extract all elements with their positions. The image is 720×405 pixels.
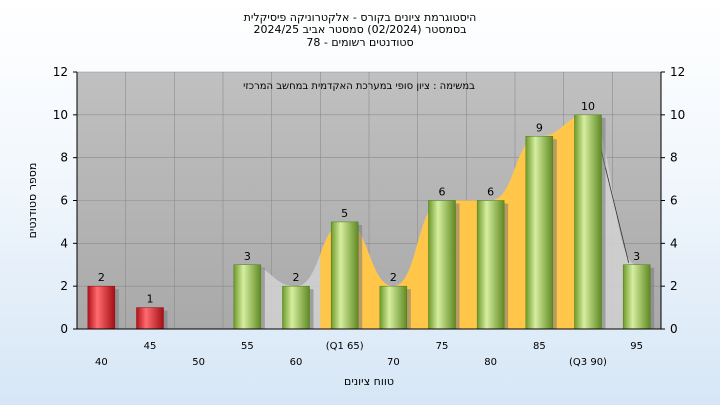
y-tick-label-right: 4 — [670, 236, 678, 250]
y-tick-label-left: 2 — [60, 279, 68, 293]
y-tick-label-right: 6 — [670, 194, 678, 208]
chart-title-line-1: היסטוגרמת ציונים בקורס - אלקטרוניקה פיסי… — [243, 11, 477, 24]
y-tick-label-left: 6 — [60, 194, 68, 208]
x-tick-label: 50 — [192, 357, 205, 368]
chart-title-line-2: בסמסטר (02/2024) סמסטר אביב 2024/25 — [253, 23, 467, 36]
x-tick-label: 80 — [484, 357, 497, 368]
x-tick-label: 85 — [533, 341, 546, 352]
data-label: 2 — [98, 271, 105, 284]
x-tick-label: 95 — [630, 341, 643, 352]
x-tick-label: 55 — [241, 341, 254, 352]
y-tick-label-right: 12 — [670, 65, 685, 79]
bar-(Q1 65) — [330, 221, 359, 330]
data-label: 2 — [390, 271, 397, 284]
data-label: 3 — [633, 250, 640, 263]
x-tick-label: 75 — [436, 341, 449, 352]
y-tick-label-right: 10 — [670, 108, 685, 122]
bar-60 — [282, 285, 310, 330]
bar-40 — [87, 285, 116, 330]
y-tick-label-right: 0 — [670, 322, 678, 336]
data-label: 3 — [244, 250, 251, 263]
y-tick-label-right: 2 — [670, 279, 678, 293]
chart-annotation: במשימה : ציון סופי במערכת האקדמית במחשב … — [243, 81, 475, 92]
data-label: 6 — [439, 186, 446, 199]
bar-80 — [476, 200, 505, 330]
bar-85 — [525, 136, 554, 330]
y-tick-label-left: 12 — [53, 65, 68, 79]
data-label: 1 — [147, 293, 154, 306]
y-tick-label-left: 0 — [60, 322, 68, 336]
y-tick-label-left: 10 — [53, 108, 68, 122]
x-tick-label: (Q1 65) — [326, 341, 364, 352]
data-label: 9 — [536, 121, 543, 134]
y-tick-label-right: 8 — [670, 151, 678, 165]
data-label: 10 — [581, 100, 595, 113]
x-tick-label: 40 — [95, 357, 108, 368]
data-label: 6 — [487, 186, 494, 199]
bar-(Q3 90) — [574, 114, 602, 330]
bar-45 — [136, 307, 164, 330]
x-tick-label: 45 — [144, 341, 157, 352]
bar-95 — [622, 264, 651, 330]
bar-55 — [233, 264, 262, 330]
data-label: 2 — [293, 271, 300, 284]
x-axis-title: טווח ציונים — [344, 375, 394, 388]
x-tick-label: 60 — [290, 357, 303, 368]
y-tick-label-left: 8 — [60, 151, 68, 165]
bar-75 — [428, 200, 456, 330]
y-axis-title: מספר סטודנטים — [26, 163, 39, 239]
x-tick-label: 70 — [387, 357, 400, 368]
x-tick-label: (Q3 90) — [569, 357, 607, 368]
bar-70 — [379, 285, 408, 330]
data-label: 5 — [341, 207, 348, 220]
y-tick-label-left: 4 — [60, 236, 68, 250]
chart-title-line-3: סטודנטים רשומים - 78 — [306, 36, 414, 49]
